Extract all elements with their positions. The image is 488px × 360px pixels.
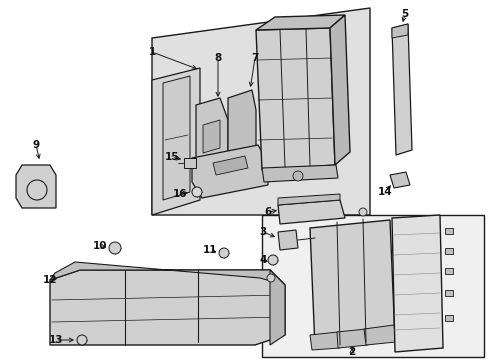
Polygon shape (227, 90, 256, 162)
Polygon shape (391, 24, 407, 38)
Polygon shape (278, 200, 345, 224)
Polygon shape (262, 165, 337, 182)
Polygon shape (309, 332, 339, 350)
Polygon shape (192, 145, 267, 198)
Circle shape (192, 187, 202, 197)
Polygon shape (309, 220, 394, 348)
Circle shape (358, 208, 366, 216)
Polygon shape (363, 325, 395, 345)
Polygon shape (163, 76, 190, 200)
Text: 3: 3 (259, 227, 266, 237)
Polygon shape (391, 215, 442, 352)
Polygon shape (278, 194, 339, 205)
Polygon shape (16, 165, 56, 208)
Text: 6: 6 (264, 207, 271, 217)
Polygon shape (278, 230, 297, 250)
Text: 11: 11 (203, 245, 217, 255)
Circle shape (219, 248, 228, 258)
Text: 1: 1 (148, 47, 155, 57)
Circle shape (109, 242, 121, 254)
Polygon shape (256, 28, 334, 170)
Polygon shape (203, 120, 220, 153)
Polygon shape (50, 262, 285, 285)
Bar (183, 158, 196, 168)
Circle shape (292, 171, 303, 181)
Polygon shape (329, 15, 349, 165)
Text: 12: 12 (42, 275, 57, 285)
Polygon shape (50, 270, 285, 345)
Text: 13: 13 (49, 335, 63, 345)
Bar (444, 248, 452, 254)
Circle shape (27, 180, 47, 200)
Polygon shape (213, 156, 247, 175)
Polygon shape (152, 68, 200, 215)
Text: 7: 7 (251, 53, 258, 63)
Text: 8: 8 (214, 53, 221, 63)
Circle shape (267, 255, 278, 265)
Text: 16: 16 (172, 189, 187, 199)
Polygon shape (196, 98, 227, 162)
Polygon shape (152, 8, 369, 215)
Polygon shape (391, 24, 411, 155)
Text: 15: 15 (164, 152, 179, 162)
Polygon shape (336, 329, 367, 348)
Text: 14: 14 (377, 187, 391, 197)
Polygon shape (269, 270, 285, 345)
Circle shape (266, 274, 274, 282)
Bar (444, 268, 452, 274)
Polygon shape (256, 15, 345, 30)
Bar (262, 215, 483, 357)
Text: 4: 4 (259, 255, 266, 265)
Text: 10: 10 (93, 241, 107, 251)
Text: 2: 2 (347, 347, 355, 357)
Circle shape (77, 335, 87, 345)
Bar (444, 290, 452, 296)
Bar (444, 228, 452, 234)
Text: 5: 5 (401, 9, 408, 19)
Polygon shape (389, 172, 409, 188)
Bar (444, 315, 452, 321)
Text: 9: 9 (32, 140, 40, 150)
